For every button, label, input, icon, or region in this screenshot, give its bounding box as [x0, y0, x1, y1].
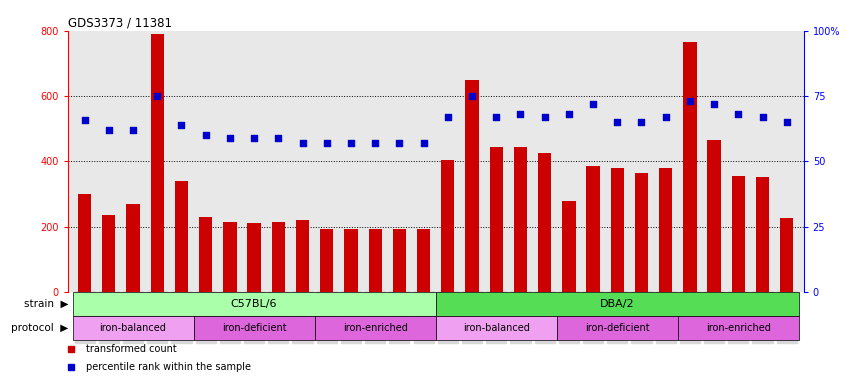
Point	[272, 135, 285, 141]
Bar	[732, 176, 745, 292]
Bar	[707, 140, 721, 292]
Text: percentile rank within the sample: percentile rank within the sample	[86, 362, 251, 372]
Text: iron-balanced: iron-balanced	[100, 323, 167, 333]
Point	[368, 140, 382, 146]
Text: GDS3373 / 11381: GDS3373 / 11381	[68, 17, 172, 30]
Bar	[223, 222, 237, 292]
Point	[247, 135, 261, 141]
Bar	[393, 229, 406, 292]
Bar	[73, 292, 436, 316]
Bar	[436, 292, 799, 316]
Bar	[320, 229, 333, 292]
Bar	[417, 229, 431, 292]
Point	[611, 119, 624, 125]
Point	[707, 101, 721, 107]
Bar	[247, 223, 261, 292]
Bar	[755, 177, 769, 292]
Bar	[557, 316, 678, 340]
Point	[441, 114, 454, 120]
Bar	[436, 316, 557, 340]
Point	[683, 98, 696, 104]
Point	[344, 140, 358, 146]
Text: protocol  ▶: protocol ▶	[11, 323, 69, 333]
Point	[634, 119, 648, 125]
Bar	[780, 218, 794, 292]
Bar	[563, 200, 575, 292]
Point	[199, 132, 212, 138]
Bar	[296, 220, 309, 292]
Point	[586, 101, 600, 107]
Bar	[151, 34, 164, 292]
Bar	[126, 204, 140, 292]
Bar	[175, 181, 188, 292]
Point	[732, 111, 745, 118]
Point	[151, 93, 164, 99]
Bar	[586, 166, 600, 292]
Bar	[78, 194, 91, 292]
Point	[417, 140, 431, 146]
Bar	[102, 215, 116, 292]
Text: DBA/2: DBA/2	[600, 299, 634, 309]
Bar	[678, 316, 799, 340]
Bar	[315, 316, 436, 340]
Point	[102, 127, 116, 133]
Bar	[684, 42, 696, 292]
Point	[780, 119, 794, 125]
Bar	[490, 147, 503, 292]
Text: iron-deficient: iron-deficient	[222, 323, 287, 333]
Point	[393, 140, 406, 146]
Point	[223, 135, 237, 141]
Text: iron-enriched: iron-enriched	[343, 323, 408, 333]
Bar	[194, 316, 315, 340]
Point	[659, 114, 673, 120]
Text: transformed count: transformed count	[86, 344, 177, 354]
Bar	[659, 168, 673, 292]
Point	[78, 116, 91, 122]
Bar	[272, 222, 285, 292]
Bar	[344, 229, 358, 292]
Bar	[369, 229, 382, 292]
Point	[514, 111, 527, 118]
Text: strain  ▶: strain ▶	[24, 299, 69, 309]
Text: iron-balanced: iron-balanced	[463, 323, 530, 333]
Bar	[199, 217, 212, 292]
Bar	[514, 147, 527, 292]
Point	[755, 114, 769, 120]
Bar	[611, 168, 624, 292]
Point	[562, 111, 575, 118]
Point	[296, 140, 310, 146]
Bar	[465, 80, 479, 292]
Bar	[538, 153, 552, 292]
Point	[538, 114, 552, 120]
Bar	[634, 174, 648, 292]
Point	[465, 93, 479, 99]
Bar	[441, 160, 454, 292]
Text: iron-enriched: iron-enriched	[706, 323, 771, 333]
Bar	[73, 316, 194, 340]
Point	[126, 127, 140, 133]
Text: iron-deficient: iron-deficient	[585, 323, 650, 333]
Point	[490, 114, 503, 120]
Point	[320, 140, 333, 146]
Point	[175, 122, 189, 128]
Text: C57BL/6: C57BL/6	[231, 299, 277, 309]
